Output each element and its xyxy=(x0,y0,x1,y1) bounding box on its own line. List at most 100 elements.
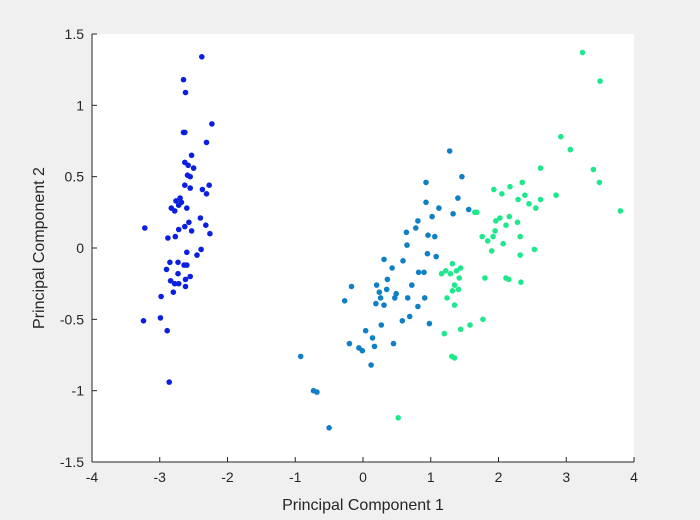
data-point-series-2-21 xyxy=(421,269,427,276)
data-point-series-2-53 xyxy=(326,425,332,431)
data-point-series-2-17 xyxy=(424,250,431,257)
data-point-series-3-52 xyxy=(467,322,473,328)
data-point-series-1-23 xyxy=(184,205,190,211)
data-point-series-3-49 xyxy=(444,295,450,301)
data-point-series-3-27 xyxy=(479,233,486,240)
data-point-series-1-18 xyxy=(203,191,210,197)
data-point-series-1-53 xyxy=(140,318,147,324)
data-point-series-1-10 xyxy=(182,159,188,166)
y-tick-label: -1.5 xyxy=(60,454,84,470)
data-point-series-3-23 xyxy=(514,219,521,226)
data-point-series-3-26 xyxy=(503,222,509,228)
data-point-series-1-28 xyxy=(186,219,192,226)
data-point-series-1-1 xyxy=(199,54,205,60)
data-point-series-3-32 xyxy=(488,248,495,254)
data-point-series-2-8 xyxy=(429,213,435,220)
data-point-series-2-24 xyxy=(384,276,391,283)
data-point-series-1-14 xyxy=(182,182,188,188)
data-point-series-3-14 xyxy=(515,196,521,203)
points-layer xyxy=(140,49,624,431)
data-point-series-1-27 xyxy=(203,222,209,228)
data-point-series-2-42 xyxy=(362,327,369,334)
data-point-series-3-33 xyxy=(531,246,538,253)
data-point-series-1-40 xyxy=(175,259,181,266)
data-point-series-1-45 xyxy=(187,273,193,280)
data-point-series-3-24 xyxy=(472,209,478,216)
y-tick-label: 1.5 xyxy=(65,26,85,42)
data-point-series-3-18 xyxy=(617,208,624,214)
data-point-series-3-21 xyxy=(493,218,499,224)
data-point-series-1-4 xyxy=(209,121,215,127)
data-point-series-2-1 xyxy=(446,148,453,154)
data-point-series-2-45 xyxy=(390,340,397,347)
x-tick-label: 4 xyxy=(630,469,638,485)
data-point-series-2-38 xyxy=(341,298,348,304)
data-point-series-1-26 xyxy=(197,215,204,221)
data-point-series-2-9 xyxy=(450,211,456,217)
data-point-series-2-22 xyxy=(389,265,395,271)
data-point-series-2-19 xyxy=(381,256,387,263)
data-point-series-2-10 xyxy=(415,218,421,224)
data-point-series-3-48 xyxy=(455,286,462,293)
data-point-series-1-56 xyxy=(166,379,172,385)
data-point-series-2-36 xyxy=(415,303,421,310)
data-point-series-3-2 xyxy=(597,78,603,84)
data-point-series-3-44 xyxy=(456,275,463,281)
data-point-series-2-26 xyxy=(409,282,415,288)
x-tick-label: -3 xyxy=(154,469,167,485)
y-tick-label: 0.5 xyxy=(65,169,85,185)
data-point-series-1-29 xyxy=(182,223,188,230)
data-point-series-1-16 xyxy=(199,186,206,193)
data-point-series-2-27 xyxy=(348,283,355,290)
data-point-series-2-43 xyxy=(369,335,376,341)
data-point-series-2-41 xyxy=(426,320,433,327)
data-point-series-1-32 xyxy=(188,228,195,234)
data-point-series-2-29 xyxy=(376,289,383,296)
data-point-series-3-11 xyxy=(522,192,528,198)
data-point-series-3-15 xyxy=(533,205,539,211)
data-point-series-3-19 xyxy=(506,213,513,220)
data-point-series-1-11 xyxy=(190,165,197,171)
data-point-series-2-33 xyxy=(404,295,411,301)
y-tick-label: -0.5 xyxy=(60,311,84,327)
data-point-series-1-15 xyxy=(187,185,193,191)
data-point-series-3-17 xyxy=(526,201,532,207)
x-axis-label: Principal Component 1 xyxy=(282,497,444,514)
data-point-series-1-47 xyxy=(167,278,174,284)
data-point-series-1-31 xyxy=(175,226,182,233)
plot-area xyxy=(92,34,634,462)
data-point-series-2-30 xyxy=(377,295,384,301)
data-point-series-3-31 xyxy=(484,238,491,244)
data-point-series-1-49 xyxy=(175,280,182,287)
data-point-series-3-8 xyxy=(519,179,525,186)
data-point-series-3-5 xyxy=(537,165,544,171)
y-tick-label: 1 xyxy=(76,97,84,113)
data-point-series-1-35 xyxy=(165,235,171,241)
data-point-series-3-53 xyxy=(457,326,464,333)
data-point-series-3-10 xyxy=(491,186,497,193)
data-point-series-3-12 xyxy=(553,192,559,198)
data-point-series-1-2 xyxy=(180,76,187,83)
data-point-series-1-19 xyxy=(177,195,183,201)
data-point-series-3-47 xyxy=(449,288,456,294)
data-point-series-3-29 xyxy=(517,233,523,240)
data-point-series-3-57 xyxy=(395,415,402,421)
data-point-series-3-38 xyxy=(447,270,454,277)
data-point-series-1-20 xyxy=(173,198,179,204)
y-tick-label: 0 xyxy=(76,240,84,256)
data-point-series-3-4 xyxy=(567,146,574,153)
data-point-series-3-7 xyxy=(596,179,603,186)
data-point-series-2-4 xyxy=(455,195,461,201)
data-point-series-3-43 xyxy=(505,276,512,283)
data-point-series-3-45 xyxy=(518,279,524,286)
data-point-series-2-14 xyxy=(425,232,431,238)
data-point-series-1-33 xyxy=(207,230,213,237)
y-tick-label: -1 xyxy=(72,383,85,399)
data-point-series-1-34 xyxy=(172,233,179,240)
data-point-series-2-50 xyxy=(368,362,374,368)
data-point-series-1-8 xyxy=(188,152,195,159)
data-point-series-1-30 xyxy=(142,225,148,231)
data-point-series-3-1 xyxy=(579,49,586,56)
data-point-series-1-13 xyxy=(187,173,193,180)
data-point-series-3-36 xyxy=(457,265,464,271)
